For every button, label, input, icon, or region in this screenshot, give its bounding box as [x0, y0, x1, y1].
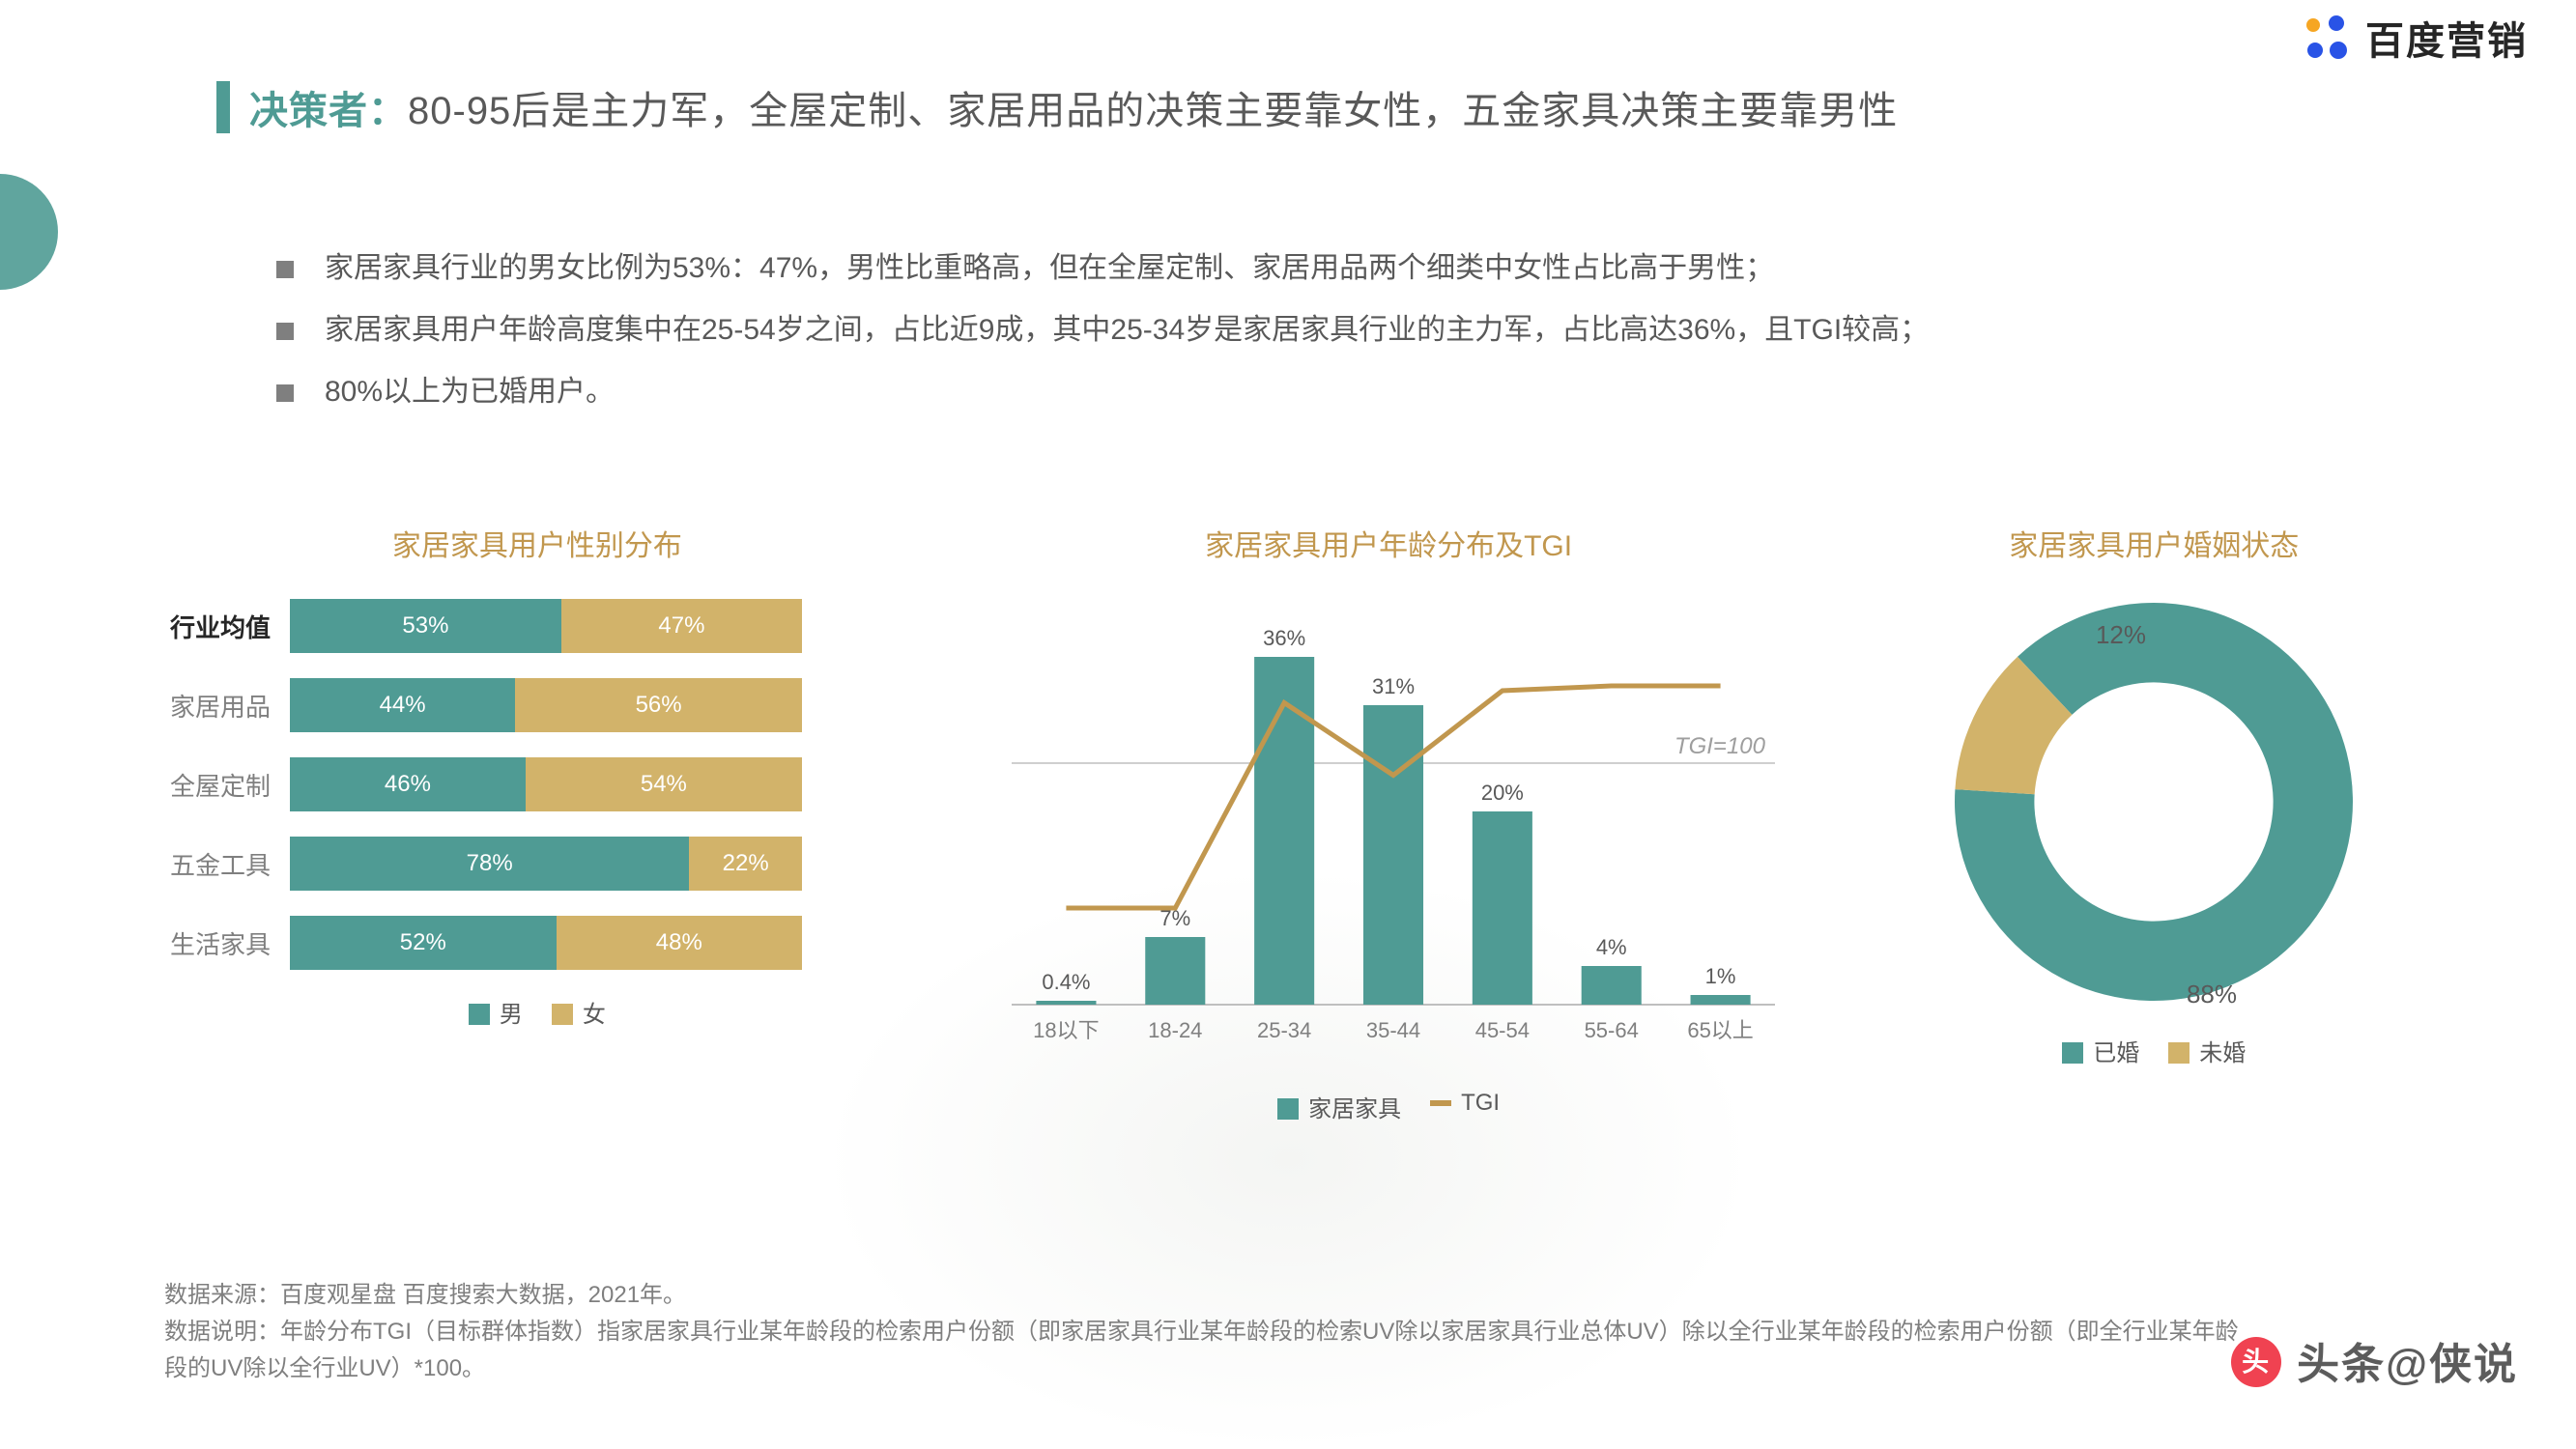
gender-bar-row: 行业均值53%47%: [145, 599, 930, 653]
gender-row-label: 生活家具: [145, 925, 290, 961]
svg-text:45-54: 45-54: [1475, 1018, 1530, 1042]
age-legend: 家居家具 TGI: [949, 1090, 1829, 1123]
legend-bar: 家居家具: [1308, 1096, 1401, 1122]
legend-swatch-male: [469, 1004, 490, 1025]
svg-text:12%: 12%: [2096, 620, 2146, 649]
chart-age: 家居家具用户年龄分布及TGI TGI=1000.4%18以下7%18-2436%…: [949, 522, 1829, 1123]
legend-swatch-line: [1430, 1100, 1451, 1106]
svg-text:55-64: 55-64: [1585, 1018, 1639, 1042]
gender-row-label: 全屋定制: [145, 767, 290, 803]
seg-female: 48%: [557, 916, 802, 970]
footnote-line: 数据来源：百度观星盘 百度搜索大数据，2021年。: [164, 1277, 2251, 1314]
gender-row-label: 家居用品: [145, 688, 290, 724]
gender-row-bar: 44%56%: [290, 678, 802, 732]
legend-female: 女: [583, 1002, 606, 1028]
legend-unmarried: 未婚: [2199, 1040, 2246, 1066]
legend-line: TGI: [1461, 1090, 1500, 1116]
marital-legend: 已婚 未婚: [2062, 1034, 2246, 1067]
svg-text:65以上: 65以上: [1687, 1018, 1753, 1042]
seg-male: 44%: [290, 678, 515, 732]
legend-swatch-female: [552, 1004, 573, 1025]
title-accent: [216, 81, 230, 133]
age-svg: TGI=1000.4%18以下7%18-2436%25-3431%35-4420…: [973, 599, 1804, 1082]
footnotes: 数据来源：百度观星盘 百度搜索大数据，2021年。 数据说明：年龄分布TGI（目…: [164, 1277, 2251, 1387]
gender-bar-row: 全屋定制46%54%: [145, 757, 930, 811]
donut-svg: 88% 12%: [1951, 599, 2357, 1005]
svg-text:20%: 20%: [1481, 781, 1524, 805]
legend-swatch-married: [2062, 1042, 2083, 1064]
logo-text: 百度营销: [2365, 10, 2528, 66]
seg-male: 46%: [290, 757, 526, 811]
gender-bar-row: 生活家具52%48%: [145, 916, 930, 970]
gender-legend: 男 女: [145, 995, 930, 1029]
gender-bar-row: 家居用品44%56%: [145, 678, 930, 732]
watermark: 头头条@侠说: [2231, 1329, 2518, 1391]
chart-age-title: 家居家具用户年龄分布及TGI: [949, 522, 1829, 564]
logo-icon: [2300, 12, 2352, 64]
svg-text:0.4%: 0.4%: [1042, 970, 1090, 994]
gender-rows: 行业均值53%47%家居用品44%56%全屋定制46%54%五金工具78%22%…: [145, 599, 930, 970]
seg-female: 54%: [526, 757, 802, 811]
svg-text:25-34: 25-34: [1257, 1018, 1311, 1042]
svg-text:18以下: 18以下: [1033, 1018, 1099, 1042]
seg-female: 22%: [689, 837, 802, 891]
bullet-item: 80%以上为已婚用户。: [276, 361, 2276, 423]
svg-text:36%: 36%: [1263, 626, 1305, 650]
legend-married: 已婚: [2093, 1040, 2139, 1066]
title-rest: 80-95后是主力军，全屋定制、家居用品的决策主要靠女性，五金家具决策主要靠男性: [408, 90, 1898, 132]
gender-row-bar: 78%22%: [290, 837, 802, 891]
svg-text:18-24: 18-24: [1148, 1018, 1202, 1042]
legend-male: 男: [500, 1002, 523, 1028]
chart-gender: 家居家具用户性别分布 行业均值53%47%家居用品44%56%全屋定制46%54…: [145, 522, 930, 1123]
bullet-list: 家居家具行业的男女比例为53%：47%，男性比重略高，但在全屋定制、家居用品两个…: [276, 238, 2276, 423]
bullet-item: 家居家具行业的男女比例为53%：47%，男性比重略高，但在全屋定制、家居用品两个…: [276, 238, 2276, 299]
footnote-line: 数据说明：年龄分布TGI（目标群体指数）指家居家具行业某年龄段的检索用户份额（即…: [164, 1314, 2251, 1387]
watermark-avatar: 头: [2231, 1337, 2281, 1387]
gender-row-bar: 46%54%: [290, 757, 802, 811]
seg-male: 78%: [290, 837, 689, 891]
seg-male: 52%: [290, 916, 557, 970]
chart-marital: 家居家具用户婚姻状态 88% 12% 已婚 未婚: [1847, 522, 2460, 1123]
gender-row-label: 行业均值: [145, 609, 290, 644]
gender-row-bar: 52%48%: [290, 916, 802, 970]
svg-text:1%: 1%: [1705, 964, 1736, 988]
svg-text:TGI=100: TGI=100: [1674, 733, 1766, 759]
svg-text:35-44: 35-44: [1366, 1018, 1420, 1042]
gender-row-bar: 53%47%: [290, 599, 802, 653]
bullet-item: 家居家具用户年龄高度集中在25-54岁之间，占比近9成，其中25-34岁是家居家…: [276, 299, 2276, 361]
gender-bar-row: 五金工具78%22%: [145, 837, 930, 891]
watermark-text: 头条@侠说: [2297, 1341, 2518, 1388]
title-lead: 决策者：: [249, 90, 408, 132]
brand-logo: 百度营销: [2300, 10, 2528, 66]
page-title: 决策者：80-95后是主力军，全屋定制、家居用品的决策主要靠女性，五金家具决策主…: [249, 79, 1898, 135]
svg-text:31%: 31%: [1372, 674, 1415, 698]
legend-swatch-bar: [1277, 1098, 1299, 1120]
svg-text:4%: 4%: [1596, 935, 1627, 959]
chart-gender-title: 家居家具用户性别分布: [145, 522, 930, 564]
seg-male: 53%: [290, 599, 561, 653]
seg-female: 56%: [515, 678, 802, 732]
seg-female: 47%: [561, 599, 802, 653]
legend-swatch-unmarried: [2168, 1042, 2190, 1064]
chart-marital-title: 家居家具用户婚姻状态: [1847, 522, 2460, 564]
decor-circle: [0, 174, 58, 290]
svg-text:88%: 88%: [2187, 980, 2237, 1005]
gender-row-label: 五金工具: [145, 846, 290, 882]
